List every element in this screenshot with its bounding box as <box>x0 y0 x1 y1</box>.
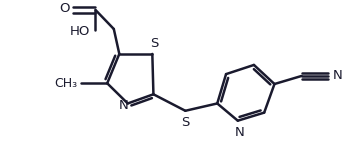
Text: S: S <box>181 116 189 129</box>
Text: N: N <box>234 126 244 139</box>
Text: O: O <box>59 2 70 15</box>
Text: CH₃: CH₃ <box>55 77 78 90</box>
Text: N: N <box>333 69 342 82</box>
Text: HO: HO <box>69 25 90 38</box>
Text: N: N <box>119 99 129 112</box>
Text: S: S <box>150 37 158 50</box>
